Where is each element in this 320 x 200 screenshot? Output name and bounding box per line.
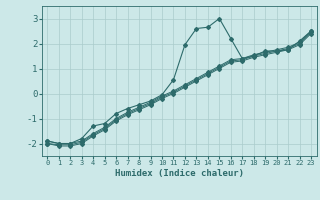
X-axis label: Humidex (Indice chaleur): Humidex (Indice chaleur) (115, 169, 244, 178)
